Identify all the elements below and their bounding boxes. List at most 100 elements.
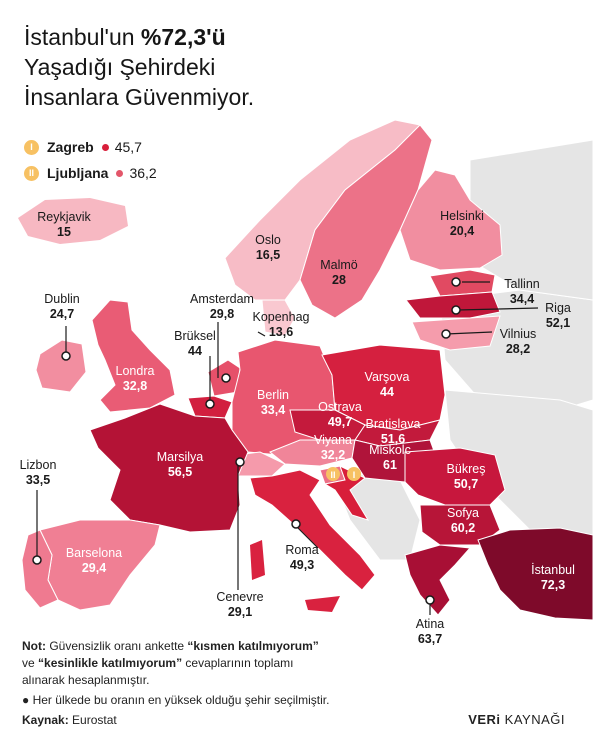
tallinn-name: Tallinn xyxy=(504,277,539,291)
malmo-value: 28 xyxy=(332,273,346,287)
bratislava-value: 51,6 xyxy=(381,432,405,446)
ljubljana-marker-badge xyxy=(347,467,361,481)
malmo-name: Malmö xyxy=(320,258,358,272)
helsinki-value: 20,4 xyxy=(450,224,474,238)
sardinia-shape xyxy=(250,540,265,580)
badge-i-icon: I xyxy=(24,139,39,155)
barselona-name: Barselona xyxy=(66,546,122,560)
legend-dot-icon xyxy=(101,143,109,151)
brand-part-1: VERi xyxy=(468,712,501,727)
atina-name: Atina xyxy=(416,617,445,631)
title-line-1: İstanbul'un %72,3'ü xyxy=(24,22,354,52)
legend-item-zagreb: I Zagreb 45,7 xyxy=(24,134,157,160)
turkey-shape xyxy=(477,527,593,621)
ostrava-value: 49,7 xyxy=(328,415,352,429)
source-value: Eurostat xyxy=(68,713,117,727)
dublin-value: 24,7 xyxy=(50,307,74,321)
ireland-shape xyxy=(35,339,87,393)
istanbul-value: 72,3 xyxy=(541,578,565,592)
oslo-value: 16,5 xyxy=(256,248,280,262)
source-label: Kaynak: xyxy=(22,713,69,727)
legend-item-ljubljana: II Ljubljana 36,2 xyxy=(24,160,157,186)
viyana-value: 32,2 xyxy=(321,448,345,462)
finland-shape xyxy=(399,169,503,271)
uk-shape xyxy=(91,299,176,413)
city-dots xyxy=(32,277,461,605)
riga-name: Riga xyxy=(545,301,571,315)
note-text-3: cevaplarının toplamı xyxy=(182,656,294,670)
varsova-value: 44 xyxy=(380,385,394,399)
brand-logo: VERi KAYNAĞI xyxy=(468,712,565,727)
marsilya-value: 56,5 xyxy=(168,465,192,479)
varsova-name: Varşova xyxy=(365,370,410,384)
atina-value: 63,7 xyxy=(418,632,442,646)
barselona-value: 29,4 xyxy=(82,561,106,575)
ostrava-name: Ostrava xyxy=(318,400,362,414)
badge-ii-icon: II xyxy=(24,165,39,181)
brussel-name: Brüksel xyxy=(174,329,216,343)
brussel-value: 44 xyxy=(188,344,202,358)
greece-shape xyxy=(404,544,472,616)
marker-badge-i: I xyxy=(353,470,356,480)
note-text-4: alınarak hesaplanmıştır. xyxy=(22,673,150,687)
note-text-1: Güvensizlik oranı ankette xyxy=(46,639,188,653)
riga-value: 52,1 xyxy=(546,316,570,330)
dublin-name: Dublin xyxy=(44,292,79,306)
roma-name: Roma xyxy=(285,543,318,557)
sofya-value: 60,2 xyxy=(451,521,475,535)
note-quote-2: “kesinlikle katılmıyorum” xyxy=(38,656,183,670)
brand-part-2: KAYNAĞI xyxy=(500,712,565,727)
note-label: Not: xyxy=(22,639,46,653)
tallinn-value: 34,4 xyxy=(510,292,534,306)
legend-value: 36,2 xyxy=(129,165,157,181)
footnote: Not: Güvensizlik oranı ankette “kısmen k… xyxy=(22,638,442,689)
bullet-note: ● Her ülkede bu oranın en yüksek olduğu … xyxy=(22,693,330,707)
zagreb-marker-badge xyxy=(326,467,340,481)
lizbon-value: 33,5 xyxy=(26,473,50,487)
berlin-value: 33,4 xyxy=(261,403,285,417)
portugal-shape xyxy=(21,529,59,609)
bratislava-name: Bratislava xyxy=(366,417,421,431)
lizbon-name: Lizbon xyxy=(20,458,57,472)
oslo-name: Oslo xyxy=(255,233,281,247)
title-prefix: İstanbul'un xyxy=(24,24,141,50)
italy-shape xyxy=(249,469,376,591)
londra-value: 32,8 xyxy=(123,379,147,393)
latvia-shape xyxy=(405,291,501,319)
vilnius-value: 28,2 xyxy=(506,342,530,356)
note-quote-1: “kısmen katılmıyorum” xyxy=(187,639,319,653)
londra-name: Londra xyxy=(116,364,155,378)
vilnius-name: Vilnius xyxy=(500,327,537,341)
france-shape xyxy=(89,403,249,533)
estonia-shape xyxy=(429,269,496,297)
kopenhag-value: 13,6 xyxy=(269,325,293,339)
title-line-3: İnsanlara Güvenmiyor. xyxy=(24,84,255,110)
sicily-shape xyxy=(305,596,340,612)
bukres-name: Bükreş xyxy=(447,462,486,476)
title-line-2: Yaşadığı Şehirdeki xyxy=(24,54,216,80)
roma-value: 49,3 xyxy=(290,558,314,572)
note-text-2: ve xyxy=(22,656,39,670)
istanbul-name: İstanbul xyxy=(531,563,575,577)
no-data-regions xyxy=(329,139,593,561)
